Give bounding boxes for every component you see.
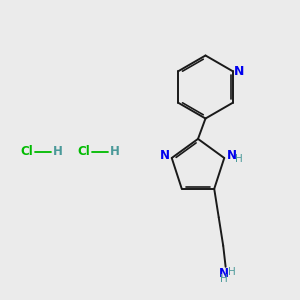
Text: H: H <box>228 267 236 277</box>
Text: H: H <box>110 145 120 158</box>
Text: N: N <box>234 65 244 78</box>
Text: Cl: Cl <box>21 145 33 158</box>
Text: H: H <box>220 274 228 284</box>
Text: N: N <box>227 149 237 162</box>
Text: Cl: Cl <box>78 145 90 158</box>
Text: H: H <box>235 154 242 164</box>
Text: N: N <box>219 267 229 280</box>
Text: H: H <box>53 145 63 158</box>
Text: N: N <box>160 149 170 162</box>
